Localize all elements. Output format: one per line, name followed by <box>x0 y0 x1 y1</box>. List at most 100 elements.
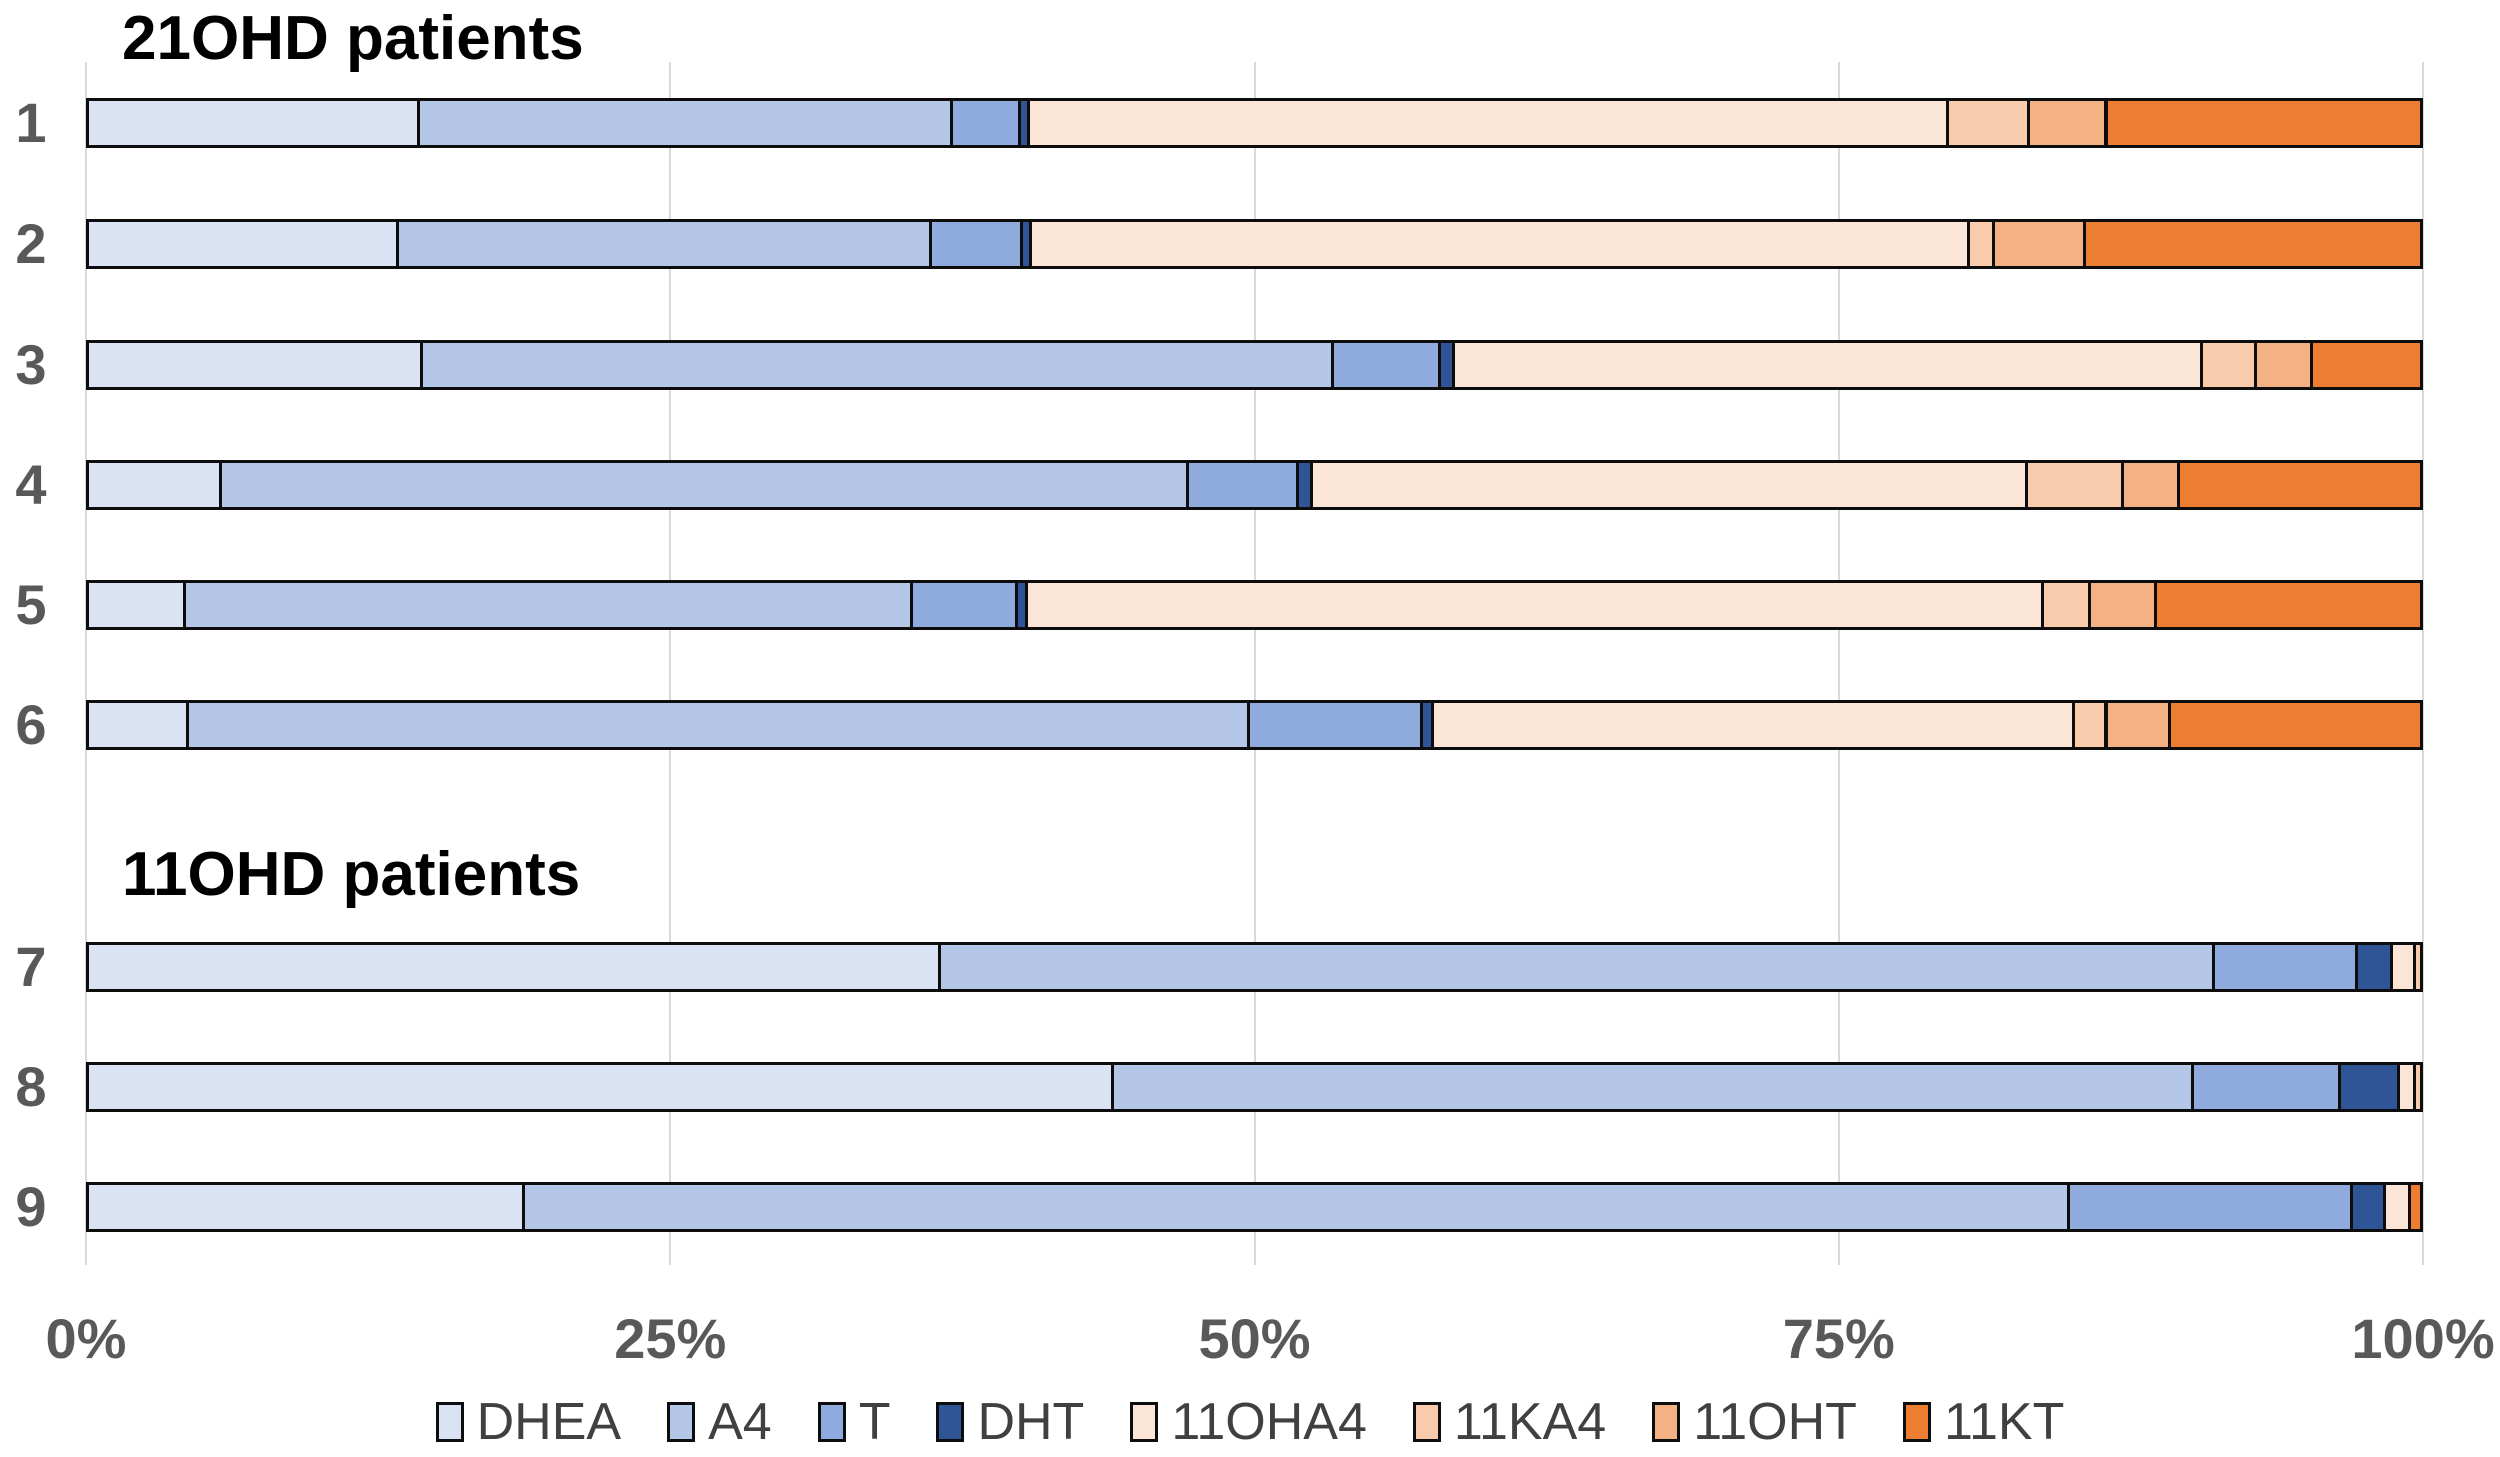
segment-t <box>1186 460 1299 510</box>
legend-item: T <box>817 1392 890 1452</box>
segment-11ka4 <box>2200 340 2258 390</box>
row-label: 1 <box>15 91 47 154</box>
patient-bar <box>86 1062 2423 1112</box>
row-label: 6 <box>15 693 47 756</box>
legend: DHEA A4 T DHT 11OHA4 11KA4 11OHT 11KT <box>0 1392 2500 1452</box>
legend-swatch-11kt <box>1902 1402 1931 1442</box>
legend-label: 11OHT <box>1693 1393 1857 1451</box>
row-label: 7 <box>15 935 47 998</box>
segment-11kt <box>2153 580 2423 630</box>
x-tick-label: 100% <box>2351 1307 2495 1370</box>
legend-label: DHEA <box>476 1393 622 1451</box>
row-label: 2 <box>15 212 47 275</box>
segment-11kt <box>2167 700 2423 750</box>
segment-11kt <box>2176 460 2423 510</box>
group-title-21ohd: 21OHD patients <box>122 4 584 73</box>
segment-11oha4 <box>2382 1182 2412 1232</box>
group-title-11ohd: 11OHD patients <box>122 840 581 909</box>
segment-11ka4 <box>1945 98 2031 148</box>
legend-swatch-11oht <box>1652 1402 1681 1442</box>
plot-area <box>85 62 2424 1265</box>
segment-11ka4 <box>1966 219 1996 269</box>
segment-11oha4 <box>1431 700 2075 750</box>
x-tick-label: 25% <box>614 1307 727 1370</box>
legend-swatch-dht <box>936 1402 965 1442</box>
segment-11oht <box>1992 219 2087 269</box>
segment-t <box>2067 1182 2353 1232</box>
x-tick-label: 50% <box>1198 1307 1311 1370</box>
segment-a4 <box>218 460 1190 510</box>
segment-11oha4 <box>1029 219 1970 269</box>
segment-11oht <box>2027 98 2108 148</box>
segment-dhea <box>86 98 421 148</box>
legend-item: 11OHA4 <box>1130 1392 1367 1452</box>
segment-a4 <box>417 98 954 148</box>
patient-bar <box>86 942 2423 992</box>
segment-a4 <box>419 340 1334 390</box>
patient-bar <box>86 580 2423 630</box>
segment-dhea <box>86 460 222 510</box>
legend-swatch-dhea <box>435 1402 464 1442</box>
segment-11ka4 <box>2412 1062 2423 1112</box>
segment-11ka4 <box>2041 580 2092 630</box>
legend-item: 11OHT <box>1652 1392 1857 1452</box>
segment-t <box>950 98 1021 148</box>
segment-dht <box>2338 1062 2400 1112</box>
segment-11oht <box>2120 460 2180 510</box>
legend-label: 11OHA4 <box>1171 1393 1367 1451</box>
segment-11oht <box>2254 340 2314 390</box>
patient-bar <box>86 1182 2423 1232</box>
segment-t <box>1246 700 1423 750</box>
segment-11oha4 <box>1027 98 1949 148</box>
legend-label: A4 <box>708 1393 772 1451</box>
segment-11kt <box>2104 98 2423 148</box>
segment-dhea <box>86 219 400 269</box>
patient-bar <box>86 460 2423 510</box>
patient-bar <box>86 700 2423 750</box>
segment-11ka4 <box>2071 700 2108 750</box>
x-gridline <box>2422 62 2424 1265</box>
segment-dhea <box>86 1182 526 1232</box>
legend-swatch-11oha4 <box>1130 1402 1159 1442</box>
row-label: 8 <box>15 1055 47 1118</box>
segment-11oht <box>2104 700 2171 750</box>
legend-item: DHEA <box>435 1392 622 1452</box>
segment-11ka4 <box>2025 460 2124 510</box>
x-gridline <box>1253 62 1256 1265</box>
row-label: 5 <box>15 573 47 636</box>
legend-label: 11KA4 <box>1453 1393 1607 1451</box>
segment-11kt <box>2083 219 2423 269</box>
x-gridline <box>85 62 87 1265</box>
segment-a4 <box>938 942 2215 992</box>
legend-item: DHT <box>936 1392 1084 1452</box>
segment-dhea <box>86 340 423 390</box>
x-tick-label: 0% <box>45 1307 127 1370</box>
segment-a4 <box>185 700 1250 750</box>
legend-swatch-11ka4 <box>1412 1402 1441 1442</box>
segment-dhea <box>86 700 189 750</box>
x-gridline <box>669 62 672 1265</box>
segment-11kt <box>2310 340 2423 390</box>
legend-label: 11KT <box>1943 1393 2065 1451</box>
segment-dhea <box>86 1062 1115 1112</box>
legend-item: 11KT <box>1902 1392 2065 1452</box>
segment-11oha4 <box>1452 340 2204 390</box>
patient-bar <box>86 98 2423 148</box>
legend-item: A4 <box>667 1392 772 1452</box>
legend-swatch-a4 <box>667 1402 696 1442</box>
legend-label: DHT <box>977 1393 1085 1451</box>
segment-dhea <box>86 942 942 992</box>
row-label: 4 <box>15 453 47 516</box>
segment-a4 <box>183 580 914 630</box>
patient-bar <box>86 340 2423 390</box>
segment-a4 <box>522 1182 2071 1232</box>
segment-11ka4 <box>2412 942 2423 992</box>
row-label: 3 <box>15 333 47 396</box>
x-gridline <box>1837 62 1840 1265</box>
segment-t <box>2190 1062 2342 1112</box>
segment-t <box>910 580 1019 630</box>
segment-dhea <box>86 580 187 630</box>
legend-item: 11KA4 <box>1412 1392 1607 1452</box>
segment-a4 <box>396 219 932 269</box>
segment-dht <box>2354 942 2393 992</box>
